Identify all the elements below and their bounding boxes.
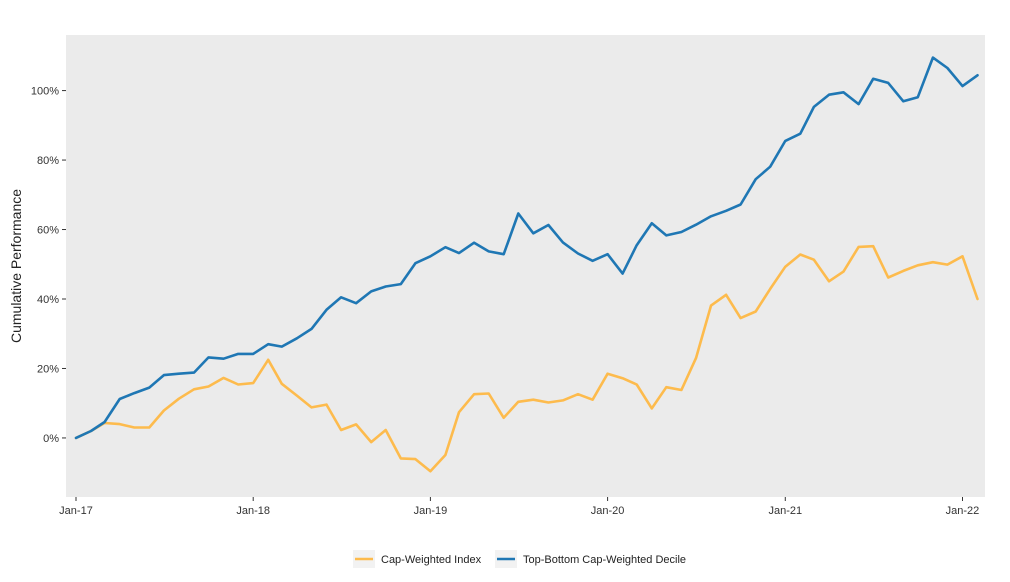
y-axis: 0% 20% 40% 60% 80% 100% (31, 86, 66, 445)
legend-label: Cap-Weighted Index (381, 554, 482, 566)
y-tick-label: 60% (37, 225, 59, 237)
x-tick-label: Jan-21 (768, 505, 802, 517)
x-tick-label: Jan-19 (414, 505, 448, 517)
y-tick-label: 0% (43, 433, 59, 445)
x-tick-label: Jan-22 (946, 505, 980, 517)
y-axis-title: Cumulative Performance (8, 189, 24, 343)
legend: Cap-Weighted Index Top-Bottom Cap-Weighte… (353, 550, 686, 568)
x-tick-label: Jan-20 (591, 505, 625, 517)
y-tick-label: 40% (37, 294, 59, 306)
x-axis: Jan-17 Jan-18 Jan-19 Jan-20 Jan-21 Jan-22 (59, 497, 979, 517)
plot-panel (66, 35, 985, 497)
y-tick-label: 100% (31, 86, 59, 98)
series-lines (74, 56, 979, 473)
y-tick-label: 20% (37, 363, 59, 375)
series-line-cap-weighted-index (74, 244, 979, 473)
series-line-top-bottom-decile (74, 56, 979, 440)
y-tick-label: 80% (37, 155, 59, 167)
x-tick-label: Jan-18 (236, 505, 270, 517)
x-tick-label: Jan-17 (59, 505, 93, 517)
legend-label: Top-Bottom Cap-Weighted Decile (523, 554, 686, 566)
